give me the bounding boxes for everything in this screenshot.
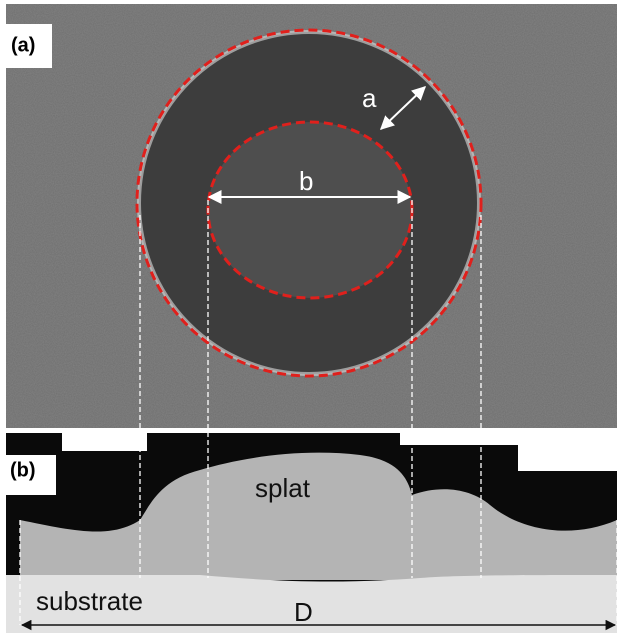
figure: (a) a b (b) splat substrate D (0, 0, 623, 633)
panel-label: (b) (10, 459, 36, 481)
mask (62, 433, 147, 451)
panel-a: (a) a b (6, 4, 617, 428)
panel-label: (a) (11, 34, 35, 56)
annotation: splat (255, 473, 311, 503)
annotation: b (299, 166, 313, 196)
panel-b: (b) splat substrate D (6, 433, 617, 633)
mask (518, 433, 617, 471)
separator (0, 428, 623, 433)
annotation: substrate (36, 586, 143, 616)
annotation: a (362, 83, 377, 113)
annotation: D (294, 597, 313, 627)
